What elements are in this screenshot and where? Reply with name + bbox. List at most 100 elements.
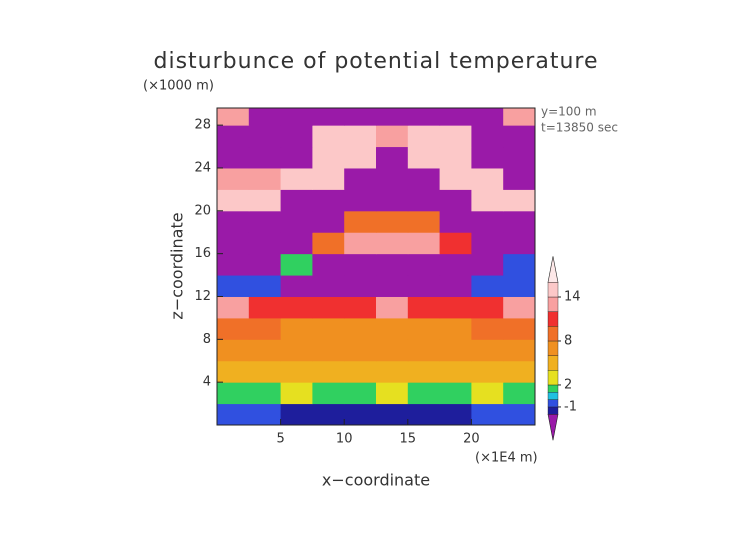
x-tick-label: 10: [336, 432, 353, 447]
cell: [312, 360, 345, 383]
cell: [471, 339, 504, 362]
cell: [248, 167, 282, 190]
cell: [439, 403, 472, 425]
colorbar-band: [547, 340, 559, 356]
cell: [248, 382, 282, 405]
colorbar-band: [547, 296, 559, 312]
cell: [376, 125, 409, 148]
cell: [248, 296, 282, 319]
cell: [376, 253, 409, 276]
annotation: y=100 m: [541, 105, 597, 119]
cell: [376, 382, 409, 405]
cell: [312, 167, 345, 190]
cell: [503, 339, 535, 362]
cell: [248, 146, 282, 169]
cell: [217, 232, 250, 255]
cell: [503, 382, 535, 405]
cell: [471, 275, 504, 297]
cell: [280, 108, 313, 126]
cell: [376, 360, 409, 383]
cell: [280, 232, 313, 255]
cell: [407, 296, 441, 319]
cell: [471, 360, 504, 383]
cell: [439, 189, 472, 212]
annotation: t=13850 sec: [541, 121, 618, 135]
cell: [471, 146, 504, 169]
cell: [503, 360, 535, 383]
cell: [344, 360, 377, 383]
cell: [312, 125, 345, 148]
cell: [471, 125, 504, 148]
cell: [407, 210, 441, 233]
cell: [439, 210, 472, 233]
cell: [471, 382, 504, 405]
cell: [376, 146, 409, 169]
cell: [471, 167, 504, 190]
x-axis-label: x−coordinate: [322, 471, 430, 490]
plot-frame: [216, 107, 536, 426]
cell: [344, 125, 377, 148]
cell: [439, 125, 472, 148]
cell: [407, 167, 441, 190]
colorbar-band: [547, 384, 559, 393]
y-unit: (×1000 m): [143, 79, 214, 94]
cell: [248, 339, 282, 362]
cell: [471, 317, 504, 340]
cell: [439, 382, 472, 405]
colorbar-band: [547, 370, 559, 386]
cell: [471, 189, 504, 212]
cell: [248, 189, 282, 212]
cell: [280, 403, 313, 425]
cell: [280, 360, 313, 383]
cell: [280, 146, 313, 169]
cell: [503, 317, 535, 340]
cell: [439, 339, 472, 362]
cell: [503, 167, 535, 190]
x-tick-label: 15: [400, 432, 417, 447]
y-tick-label: 28: [194, 118, 211, 133]
cell: [503, 232, 535, 255]
cell: [217, 339, 250, 362]
cell: [344, 232, 377, 255]
cell: [280, 210, 313, 233]
x-tick-label: 20: [463, 432, 480, 447]
cell: [217, 275, 250, 297]
cell: [344, 317, 377, 340]
colorbar-band: [547, 326, 559, 342]
cell: [280, 296, 313, 319]
cell: [312, 296, 345, 319]
cell: [503, 146, 535, 169]
cell: [248, 403, 282, 425]
cell: [407, 232, 441, 255]
colorbar-band: [547, 406, 559, 415]
cell: [344, 382, 377, 405]
cell: [344, 403, 377, 425]
cell: [407, 403, 441, 425]
cell: [439, 275, 472, 297]
x-unit: (×1E4 m): [475, 451, 538, 466]
cell: [439, 146, 472, 169]
colorbar-tick-label: 14: [564, 290, 581, 305]
cell: [248, 253, 282, 276]
cell: [280, 125, 313, 148]
cell: [217, 382, 250, 405]
cell: [376, 108, 409, 126]
cell: [344, 253, 377, 276]
cell: [217, 146, 250, 169]
cell: [376, 210, 409, 233]
cell: [439, 108, 472, 126]
cell: [312, 232, 345, 255]
cell: [376, 275, 409, 297]
cell: [407, 108, 441, 126]
cell: [312, 317, 345, 340]
cell: [217, 210, 250, 233]
cell: [407, 382, 441, 405]
colorbar-tick-label: -1: [564, 399, 577, 414]
cell: [439, 360, 472, 383]
cell: [312, 275, 345, 297]
cell: [503, 189, 535, 212]
cell: [248, 210, 282, 233]
field: [217, 108, 535, 425]
